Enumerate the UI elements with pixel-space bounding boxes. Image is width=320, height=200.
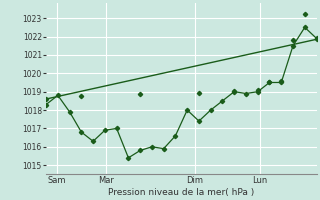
X-axis label: Pression niveau de la mer( hPa ): Pression niveau de la mer( hPa )	[108, 188, 254, 197]
